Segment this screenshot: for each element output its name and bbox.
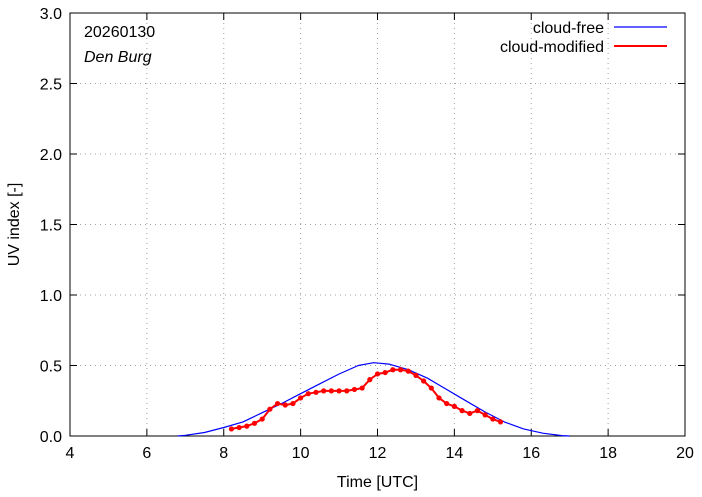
data-point — [244, 423, 250, 429]
data-point — [274, 400, 281, 407]
data-point — [367, 377, 373, 383]
data-point — [428, 385, 434, 391]
x-tick-label: 4 — [66, 445, 75, 462]
data-point — [328, 388, 334, 394]
series-line-cloud-free — [177, 362, 570, 437]
y-axis-title: UV index [-] — [6, 183, 23, 267]
x-tick-label: 18 — [599, 445, 617, 462]
y-tick-label: 3.0 — [40, 6, 62, 23]
data-point — [374, 371, 381, 377]
grid-lines — [70, 13, 685, 436]
data-point — [451, 403, 457, 409]
data-point — [313, 389, 319, 395]
series-line-cloud-modified — [231, 368, 501, 430]
data-point — [359, 385, 365, 391]
data-point — [390, 367, 396, 373]
x-axis-title: Time [UTC] — [337, 474, 418, 491]
x-tick-label: 12 — [369, 445, 387, 462]
data-point — [497, 419, 504, 425]
y-tick-label: 0.0 — [40, 429, 62, 446]
location-annotation: Den Burg — [84, 49, 152, 66]
data-point — [336, 388, 342, 394]
y-tick-label: 2.0 — [40, 147, 62, 164]
data-point — [251, 420, 258, 426]
x-tick-label: 16 — [522, 445, 540, 462]
x-tick-labels: 4 6 8 10 12 14 16 18 20 — [66, 445, 694, 462]
y-tick-label: 2.5 — [40, 77, 62, 94]
data-point — [382, 369, 388, 376]
legend-label-cloud-modified: cloud-modified — [500, 39, 604, 56]
data-point — [397, 367, 404, 373]
data-point — [436, 395, 442, 401]
data-point — [321, 388, 327, 394]
x-tick-label: 6 — [142, 445, 151, 462]
date-annotation: 20260130 — [84, 24, 155, 41]
data-point — [405, 368, 411, 374]
data-point — [298, 395, 304, 401]
data-point — [421, 378, 427, 384]
data-point — [351, 386, 358, 393]
data-point — [282, 402, 288, 408]
data-point — [490, 416, 496, 422]
y-tick-labels: 0.0 0.5 1.0 1.5 2.0 2.5 3.0 — [40, 6, 62, 446]
data-point — [259, 416, 265, 422]
y-tick-label: 1.0 — [40, 288, 62, 305]
x-tick-label: 8 — [219, 445, 228, 462]
data-point — [459, 408, 465, 414]
data-point — [482, 412, 488, 418]
series-layer — [177, 362, 570, 437]
data-point — [305, 391, 311, 397]
data-point — [290, 400, 296, 407]
legend-label-cloud-free: cloud-free — [533, 20, 604, 37]
data-point — [467, 410, 473, 417]
data-point — [267, 406, 273, 412]
data-point — [344, 388, 350, 394]
data-point — [236, 424, 242, 431]
legend: cloud-free cloud-modified — [500, 20, 667, 56]
x-tick-label: 14 — [445, 445, 463, 462]
y-tick-label: 1.5 — [40, 218, 62, 235]
data-point — [228, 426, 235, 432]
y-tick-label: 0.5 — [40, 359, 62, 376]
axis-ticks — [69, 12, 686, 437]
x-tick-label: 20 — [676, 445, 694, 462]
data-point — [444, 400, 450, 407]
x-tick-label: 10 — [292, 445, 310, 462]
data-point — [474, 408, 481, 414]
data-point — [413, 372, 419, 378]
